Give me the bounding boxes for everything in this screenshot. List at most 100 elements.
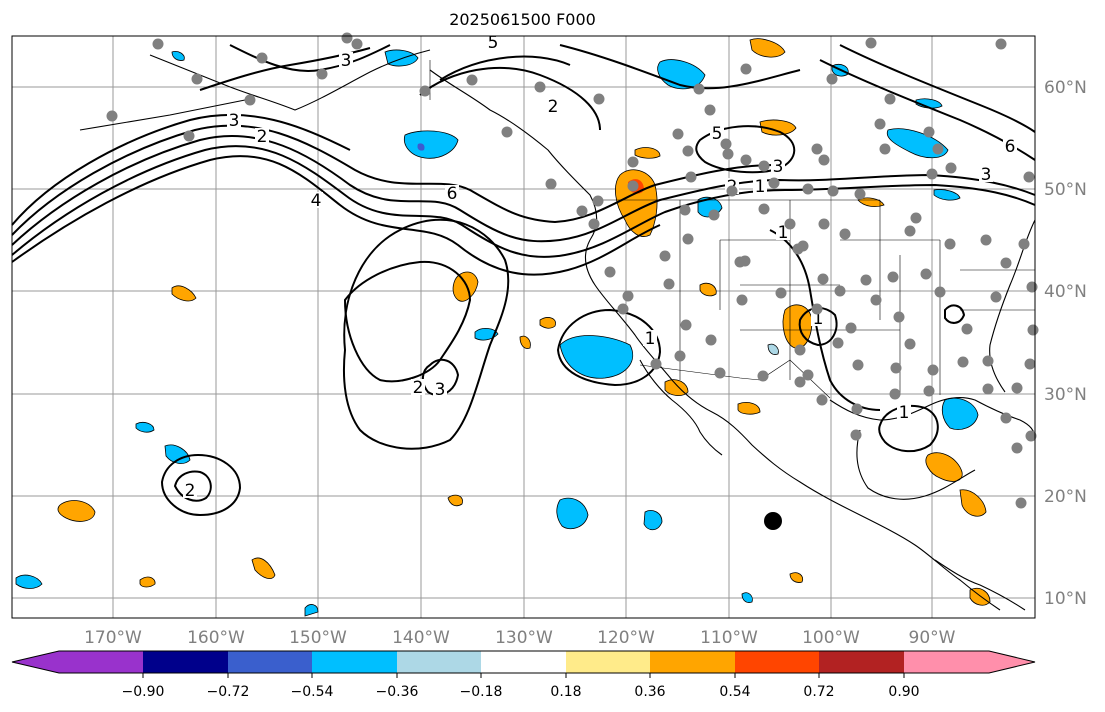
- station-marker: [501, 126, 513, 138]
- station-marker: [816, 394, 828, 406]
- station-marker: [870, 294, 882, 306]
- colorbar-segment: [735, 651, 819, 673]
- negative-anomaly-area: [933, 189, 961, 201]
- station-marker: [680, 319, 692, 331]
- colorbar-tick-label: 0.72: [803, 684, 834, 700]
- station-marker: [757, 370, 769, 382]
- contour-label: 6: [447, 184, 458, 204]
- station-marker: [682, 145, 694, 157]
- station-marker: [341, 32, 353, 44]
- colorbar-tick-label: −0.18: [460, 684, 503, 700]
- chart-title: 2025061500 F000: [449, 10, 596, 29]
- station-marker: [845, 322, 857, 334]
- station-marker: [852, 359, 864, 371]
- station-marker: [1023, 171, 1035, 183]
- station-marker: [910, 212, 922, 224]
- contour-label: 3: [435, 380, 446, 400]
- gulf-coast: [829, 396, 1036, 441]
- station-marker: [934, 286, 946, 298]
- station-marker: [1000, 412, 1012, 424]
- contour-label: 1: [778, 223, 789, 243]
- station-marker: [889, 388, 901, 400]
- station-marker: [817, 273, 829, 285]
- station-marker: [980, 234, 992, 246]
- colorbar-segment: [819, 651, 904, 673]
- station-marker: [926, 168, 938, 180]
- station-marker: [923, 385, 935, 397]
- station-marker: [1018, 238, 1030, 250]
- longitude-label: 150°W: [289, 628, 347, 648]
- station-marker: [682, 233, 694, 245]
- station-marker: [932, 143, 944, 155]
- station-marker: [617, 303, 629, 315]
- na-west-coast: [429, 69, 1001, 611]
- station-marker: [957, 356, 969, 368]
- station-marker: [1011, 442, 1023, 454]
- station-marker: [854, 188, 866, 200]
- longitude-label: 120°W: [597, 628, 655, 648]
- latitude-label: 40°N: [1044, 282, 1087, 302]
- station-marker: [736, 294, 748, 306]
- station-marker: [851, 403, 863, 415]
- positive-anomaly-area: [759, 119, 797, 136]
- station-marker: [860, 274, 872, 286]
- station-marker: [740, 154, 752, 166]
- latitude-label: 60°N: [1044, 78, 1087, 98]
- contour-label: 6: [1005, 137, 1016, 157]
- station-marker: [672, 128, 684, 140]
- contour-labels: 53223465312163231211: [183, 33, 1017, 501]
- contour-label: 2: [548, 97, 559, 117]
- station-marker: [904, 338, 916, 350]
- station-marker: [1015, 497, 1027, 509]
- station-marker: [685, 171, 697, 183]
- station-marker: [890, 362, 902, 374]
- station-marker: [650, 358, 662, 370]
- station-marker: [832, 337, 844, 349]
- contour-label: 3: [773, 157, 784, 177]
- positive-anomaly-area: [699, 282, 717, 297]
- station-marker: [758, 203, 770, 215]
- station-marker: [693, 83, 705, 95]
- positive-anomaly-area: [634, 147, 661, 159]
- station-marker: [961, 323, 973, 335]
- station-marker: [834, 285, 846, 297]
- station-marker: [1025, 430, 1037, 442]
- station-marker: [874, 118, 886, 130]
- contour-label: 1: [899, 403, 910, 423]
- station-marker: [887, 271, 899, 283]
- negative-anomaly-area: [403, 130, 459, 159]
- station-marker: [419, 85, 431, 97]
- station-marker: [593, 93, 605, 105]
- station-marker: [726, 185, 738, 197]
- station-marker: [622, 290, 634, 302]
- contour-label: 2: [413, 378, 424, 398]
- positive-anomaly-area: [789, 572, 804, 583]
- positive-anomaly-area: [57, 500, 96, 522]
- station-marker: [588, 218, 600, 230]
- station-marker: [663, 278, 675, 290]
- positive-anomaly-area: [139, 576, 156, 588]
- strong-negative-core: [417, 143, 425, 151]
- positive-anomaly-area: [749, 38, 786, 58]
- contour-label: 4: [311, 191, 322, 211]
- colorbar-segment: [566, 651, 650, 673]
- negative-anomaly-area: [556, 497, 589, 530]
- station-marker: [797, 240, 809, 252]
- colorbar-tick-label: 0.36: [634, 684, 665, 700]
- station-marker: [879, 143, 891, 155]
- negative-anomaly-area: [941, 397, 979, 430]
- longitude-label: 100°W: [802, 628, 860, 648]
- station-marker: [1011, 382, 1023, 394]
- latitude-label: 30°N: [1044, 385, 1087, 405]
- station-marker: [945, 162, 957, 174]
- contour-label: 5: [488, 33, 499, 53]
- baja-california: [639, 359, 723, 456]
- station-marker: [1000, 257, 1012, 269]
- colorbar-segment: [904, 651, 989, 673]
- positive-anomaly-area: [615, 169, 658, 237]
- latitude-label: 50°N: [1044, 180, 1087, 200]
- map-panel: 53223465312163231211: [11, 32, 1039, 619]
- station-marker: [794, 376, 806, 388]
- longitude-label: 170°W: [84, 628, 142, 648]
- station-marker: [627, 180, 639, 192]
